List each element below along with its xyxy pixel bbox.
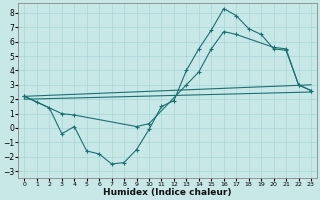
X-axis label: Humidex (Indice chaleur): Humidex (Indice chaleur) xyxy=(103,188,232,197)
